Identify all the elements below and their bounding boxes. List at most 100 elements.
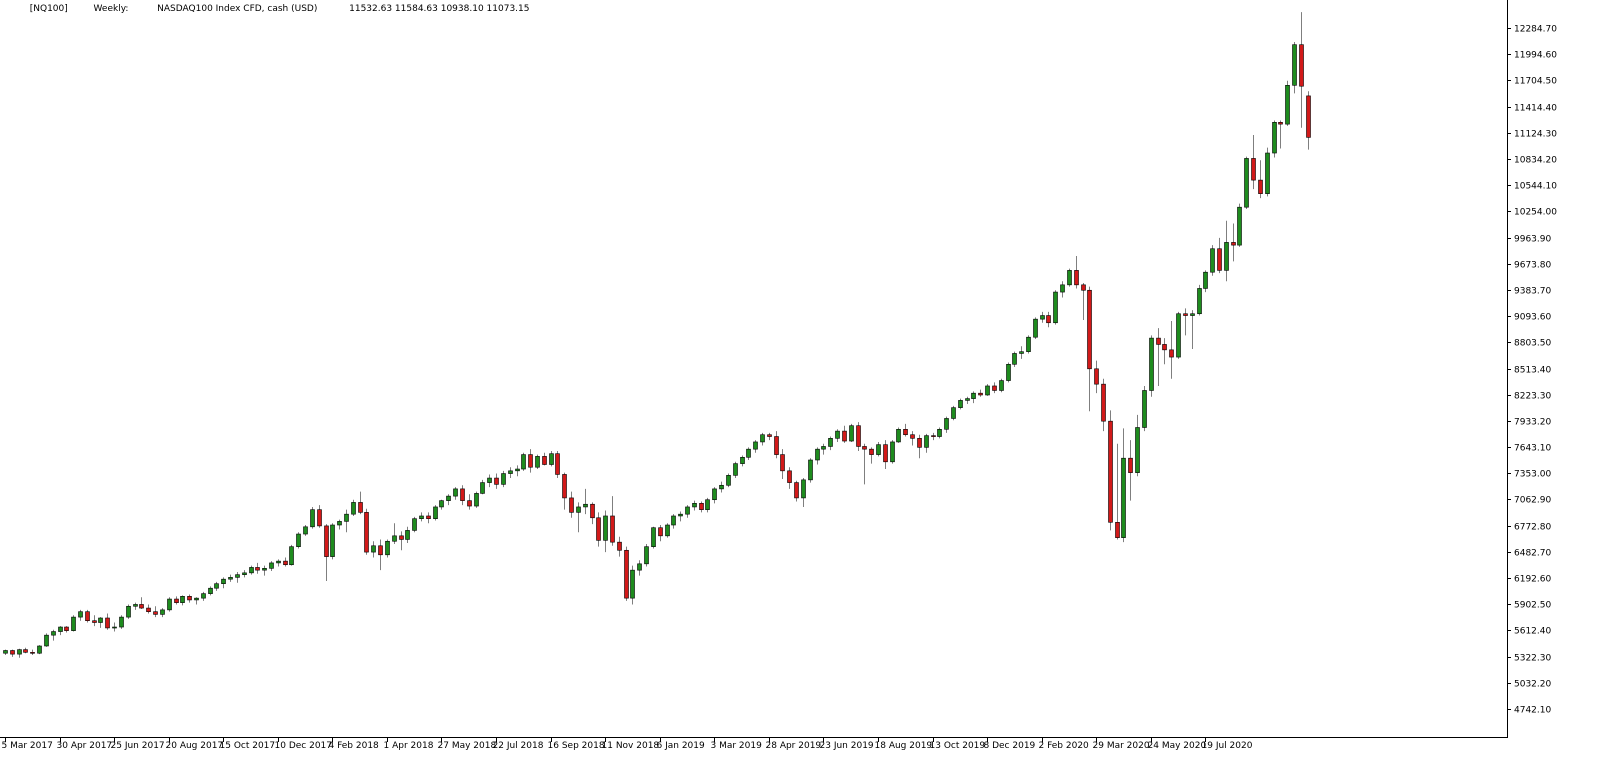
bull-candle-body [821, 446, 826, 450]
candle [501, 470, 506, 488]
bull-candle-body [419, 515, 424, 519]
bull-candle-body [733, 463, 738, 476]
bull-candle-body [1006, 363, 1011, 381]
candle [576, 502, 581, 533]
candle [351, 499, 356, 516]
price-tick-label: 5612.40 [1514, 627, 1551, 637]
candle [971, 391, 976, 404]
bear-candle-body [528, 454, 533, 468]
candle [1128, 440, 1133, 501]
bear-candle-body [1101, 383, 1106, 422]
bull-candle-body [583, 503, 588, 508]
candle [1087, 286, 1092, 412]
time-tick-label: 4 Feb 2018 [329, 741, 380, 751]
bull-candle-body [337, 521, 342, 526]
time-tick-label: 25 Jun 2017 [111, 741, 165, 751]
bull-candle-body [924, 435, 929, 448]
candle [965, 396, 970, 405]
bull-candle-body [603, 515, 608, 541]
bull-candle-body [1285, 85, 1290, 125]
bear-candle-body [1299, 44, 1304, 87]
candle [364, 508, 369, 555]
header-description: NASDAQ100 Index CFD, cash (USD) [157, 4, 317, 14]
time-tick-label: 19 Jul 2020 [1202, 741, 1253, 751]
price-tick-label: 9383.70 [1514, 287, 1551, 297]
bear-candle-body [460, 488, 465, 501]
candle [665, 523, 670, 538]
price-tick-label: 9963.90 [1514, 235, 1551, 245]
bear-candle-body [780, 454, 785, 472]
candle [699, 501, 704, 513]
candle [310, 506, 315, 529]
bull-candle-body [133, 604, 138, 607]
candle [174, 596, 179, 605]
bull-candle-body [965, 398, 970, 401]
candle [262, 565, 267, 576]
bear-candle-body [1251, 158, 1256, 181]
candle [17, 648, 22, 658]
bull-candle-body [896, 428, 901, 443]
bear-candle-body [1156, 337, 1161, 345]
candle [760, 432, 765, 446]
bear-candle-body [562, 474, 567, 499]
candle [358, 491, 363, 515]
time-tick-label: 22 Jul 2018 [493, 741, 544, 751]
candle [201, 591, 206, 601]
price-tick-label: 7353.00 [1514, 470, 1551, 480]
bear-candle-body [1306, 95, 1311, 138]
candle [453, 487, 458, 500]
bear-candle-body [187, 596, 192, 601]
bull-candle-body [296, 533, 301, 547]
price-axis[interactable]: 12284.70 11994.60 11704.50 11414.40 11124.30… [1507, 25, 1557, 716]
price-tick-label: 8513.40 [1514, 366, 1551, 376]
bull-candle-body [487, 477, 492, 483]
bull-candle-body [501, 473, 506, 485]
bull-candle-body [535, 456, 540, 468]
candle [651, 526, 656, 549]
bull-candle-body [439, 500, 444, 508]
bear-candle-body [1258, 179, 1263, 194]
candle [3, 649, 8, 656]
candle [112, 622, 117, 632]
price-tick-label: 11994.60 [1514, 51, 1557, 61]
bull-candle-body [985, 385, 990, 396]
bull-candle-body [1067, 270, 1072, 286]
candle [92, 615, 97, 627]
bear-candle-body [399, 535, 404, 540]
candle [208, 586, 213, 596]
candle [603, 510, 608, 553]
candle [385, 539, 390, 558]
candle [583, 488, 588, 515]
candle [214, 581, 219, 591]
candle [569, 491, 574, 518]
candle [10, 649, 15, 657]
candle [562, 472, 567, 510]
candle [37, 645, 42, 655]
time-tick-label: 15 Oct 2017 [220, 741, 276, 751]
bull-candle-body [971, 392, 976, 399]
bear-candle-body [774, 436, 779, 455]
candle [119, 615, 124, 629]
bear-candle-body [10, 650, 15, 655]
candle [883, 440, 888, 470]
bull-candle-body [671, 515, 676, 526]
bear-candle-body [856, 425, 861, 447]
candle [344, 509, 349, 533]
bull-candle-body [849, 425, 854, 442]
candle [133, 602, 138, 610]
candle [1046, 311, 1051, 328]
bull-candle-body [44, 634, 49, 647]
bull-candle-body [180, 596, 185, 603]
candle [815, 447, 820, 465]
candle [508, 467, 513, 479]
candle [180, 595, 185, 606]
candle [726, 473, 731, 488]
bear-candle-body [903, 428, 908, 436]
time-tick-label: 2 Feb 2020 [1039, 741, 1090, 751]
price-tick-label: 6772.80 [1514, 523, 1551, 533]
candle [740, 455, 745, 467]
candle [801, 478, 806, 507]
